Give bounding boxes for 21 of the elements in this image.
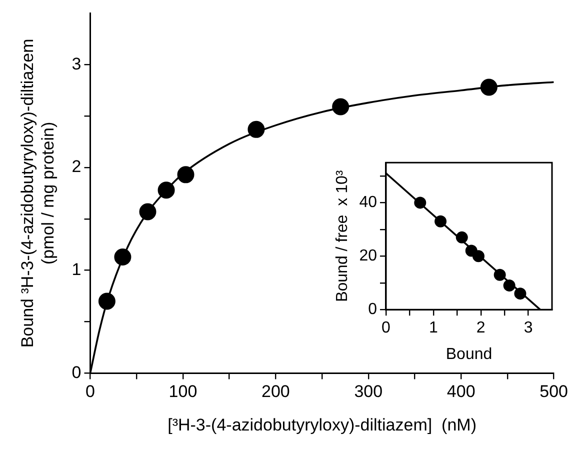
x-tick-label: 300 [354,382,383,402]
y-axis-title: Bound ³H-3-(4-azidobutyryloxy)-diltiazem (pmol / mg protein) [18,38,58,348]
x-tick-label: 0 [382,320,391,337]
x-tick-label: 1 [428,320,438,337]
y-tick-label: 0 [368,301,378,318]
y-tick-label: 0 [72,362,82,382]
x-tick-label: 400 [446,382,476,402]
y-tick-label: 40 [359,194,378,212]
x-tick-label: 3 [524,320,533,337]
y-tick-label: 2 [72,157,82,176]
y-tick-label: 1 [72,260,82,280]
x-axis-title: Bound [446,346,492,363]
x-tick-label: 0 [86,382,95,402]
x-tick-label: 500 [540,382,568,402]
x-tick-label: 2 [476,320,486,337]
x-axis-title: [³H-3-(4-azidobutyryloxy)-diltiazem] (nM) [168,415,476,434]
y-tick-label: 20 [359,248,378,265]
x-tick-label: 100 [168,382,198,402]
y-tick-label: 3 [72,54,82,74]
x-tick-label: 200 [261,382,290,402]
y-axis-title: Bound / free x 10³ [334,170,352,302]
